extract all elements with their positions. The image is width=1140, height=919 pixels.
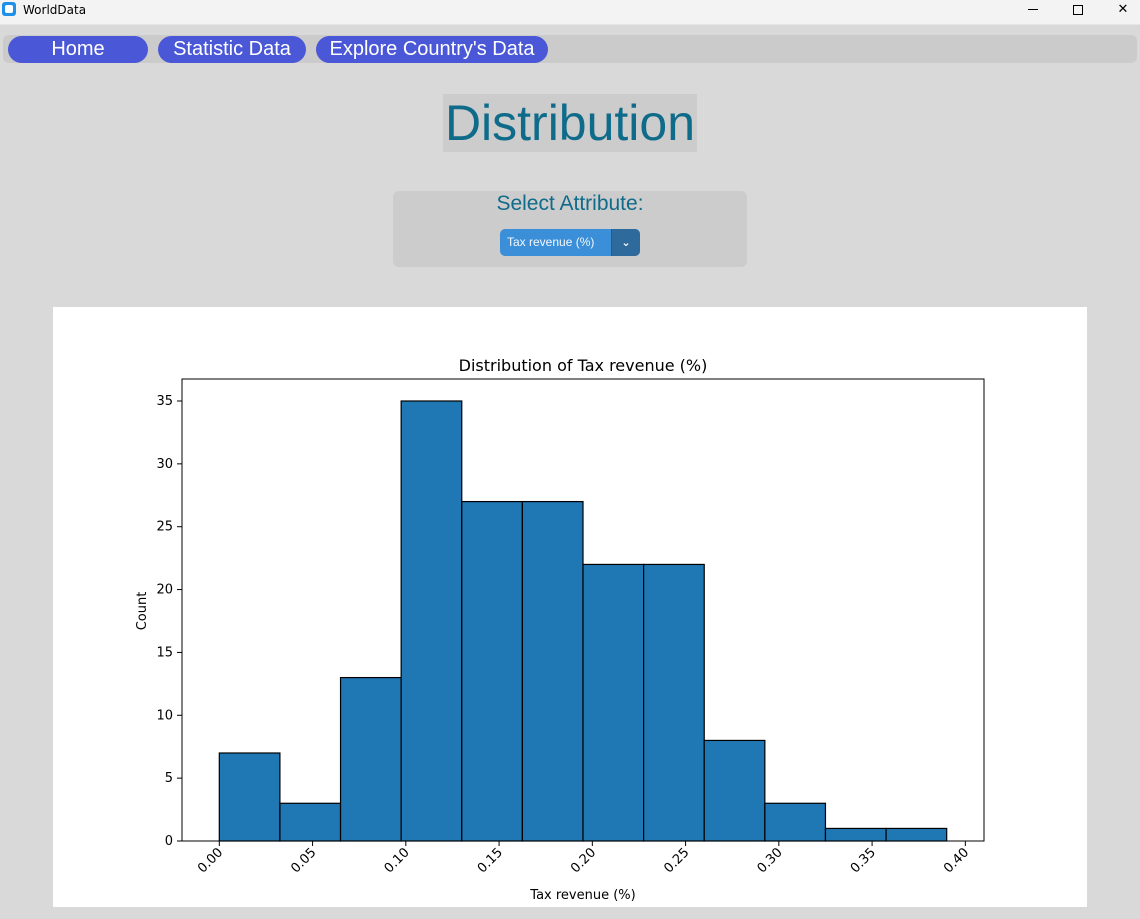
close-icon: ✕ xyxy=(1117,2,1129,17)
histogram-bar xyxy=(824,827,887,842)
histogram-bar xyxy=(521,500,584,842)
title-bar: WorldData ✕ xyxy=(0,0,1140,25)
x-tick-label: 0.00 xyxy=(195,845,226,876)
histogram-bar xyxy=(279,802,342,842)
plot-frame xyxy=(181,378,985,842)
histogram-bar xyxy=(461,500,523,842)
histogram-bar xyxy=(764,802,827,842)
chart-title: Distribution of Tax revenue (%) xyxy=(459,356,708,375)
x-tick-label: 0.25 xyxy=(661,845,692,876)
y-tick-label: 25 xyxy=(156,520,173,535)
histogram-bar xyxy=(703,739,766,842)
chevron-down-icon[interactable]: ⌄ xyxy=(611,229,640,256)
maximize-icon xyxy=(1073,4,1083,15)
chart-svg: Distribution of Tax revenue (%) Tax reve… xyxy=(135,356,985,903)
home-button[interactable]: Home xyxy=(8,36,148,63)
bars-layer xyxy=(218,400,948,842)
y-tick-label: 20 xyxy=(156,583,173,598)
statistic-data-button[interactable]: Statistic Data xyxy=(158,36,306,63)
x-tick-label: 0.35 xyxy=(848,845,879,876)
attribute-select-panel: Select Attribute: Tax revenue (%) ⌄ xyxy=(393,191,747,267)
app-icon xyxy=(2,2,16,16)
maximize-button[interactable] xyxy=(1055,0,1101,22)
y-tick-label: 30 xyxy=(156,457,173,472)
window-title: WorldData xyxy=(23,3,87,17)
x-tick-label: 0.20 xyxy=(568,845,599,876)
y-tick-label: 0 xyxy=(165,834,173,849)
explore-country-data-button[interactable]: Explore Country's Data xyxy=(316,36,548,63)
x-tick-label: 0.40 xyxy=(941,845,972,876)
select-attribute-label: Select Attribute: xyxy=(496,192,644,215)
x-tick-label: 0.10 xyxy=(382,845,413,876)
x-tick-label: 0.05 xyxy=(288,845,319,876)
histogram-bar xyxy=(582,563,645,842)
histogram-chart: Distribution of Tax revenue (%) Tax reve… xyxy=(53,307,1087,907)
histogram-bar xyxy=(218,752,281,842)
close-button[interactable]: ✕ xyxy=(1100,0,1140,22)
minimize-icon xyxy=(1028,9,1038,10)
histogram-bar xyxy=(643,563,705,842)
x-tick-label: 0.30 xyxy=(755,845,786,876)
y-tick-label: 5 xyxy=(165,771,173,786)
x-axis-label: Tax revenue (%) xyxy=(529,888,635,903)
attribute-dropdown-value: Tax revenue (%) xyxy=(507,235,595,249)
y-tick-label: 35 xyxy=(156,394,173,409)
x-tick-label: 0.15 xyxy=(475,845,506,876)
y-tick-label: 15 xyxy=(156,645,173,660)
page-title: Distribution xyxy=(443,94,697,152)
y-tick-label: 10 xyxy=(156,708,173,723)
y-axis-label: Count xyxy=(135,592,150,631)
attribute-dropdown[interactable]: Tax revenue (%) ⌄ xyxy=(500,229,640,256)
minimize-button[interactable] xyxy=(1010,0,1056,22)
histogram-bar xyxy=(400,400,463,842)
histogram-bar xyxy=(885,827,948,842)
histogram-bar xyxy=(339,676,402,842)
